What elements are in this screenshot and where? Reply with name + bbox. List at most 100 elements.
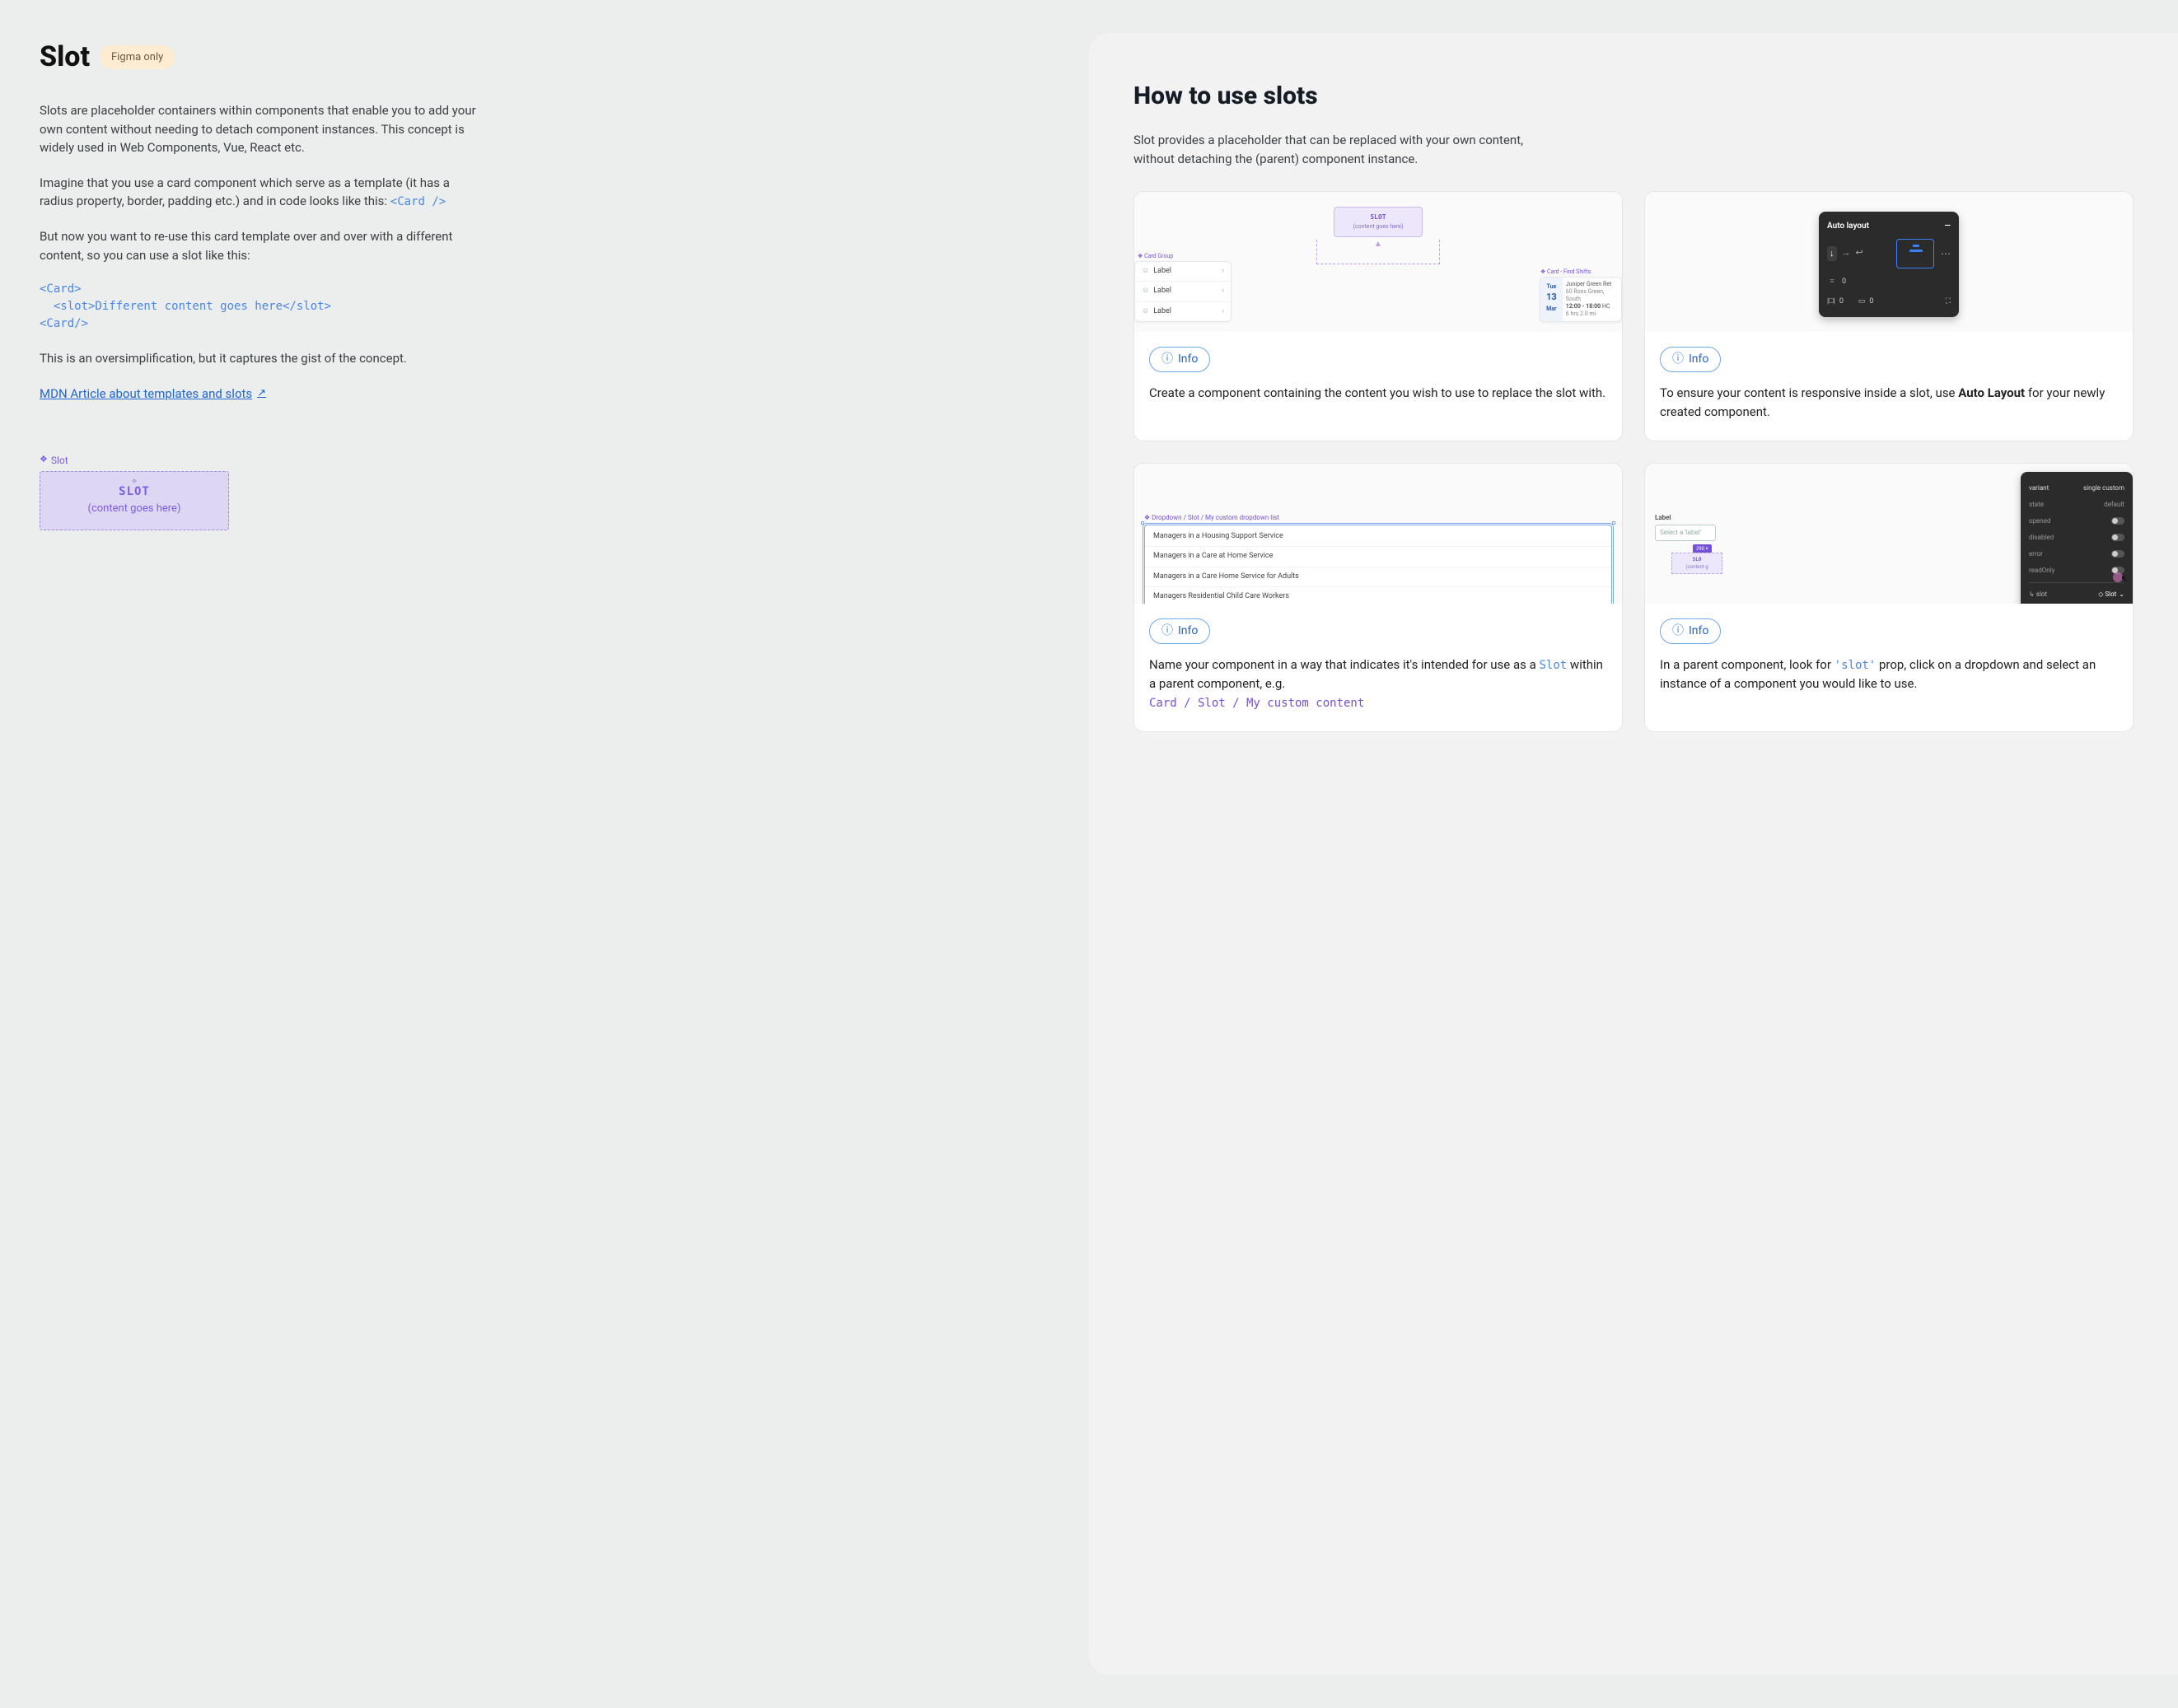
thumb2-padv-value: 0 bbox=[1869, 296, 1873, 308]
info-pill: Info bbox=[1660, 618, 1721, 644]
thumb1-shift-meta: 6 hrs 2.0 mi bbox=[1566, 310, 1618, 318]
expand-icon: ⛶ bbox=[1946, 296, 1951, 308]
step-4-thumb: Label Select a 'label' 290 × SLO (conten… bbox=[1645, 464, 2133, 604]
info-label: Info bbox=[1689, 623, 1708, 640]
thumb1-cardgroup-tag: ❖ Card Group bbox=[1138, 252, 1232, 261]
info-label: Info bbox=[1178, 623, 1198, 640]
thumb1-shift-card: ❖ Card - Find Shifts Tue 13 Mar Juniper … bbox=[1540, 277, 1622, 322]
step-3-code2: Card / Slot / My custom content bbox=[1149, 697, 1364, 710]
toggle-icon bbox=[2111, 550, 2124, 558]
thumb4-slot-val: ◇ Slot bbox=[2098, 590, 2116, 600]
thumb1-row: ☺Label› bbox=[1135, 262, 1231, 282]
info-pill: Info bbox=[1149, 618, 1210, 644]
step-card-1: SLOT (content goes here) ▲ ❖ Card Group … bbox=[1133, 191, 1623, 441]
thumb4-mini-b: (content g bbox=[1675, 563, 1719, 571]
step-card-4: Label Select a 'label' 290 × SLO (conten… bbox=[1644, 463, 2134, 733]
gap-icon: ≡ bbox=[1827, 277, 1837, 288]
info-label: Info bbox=[1689, 351, 1708, 368]
thumb4-variant-panel: variantsingle custom statedefault opened… bbox=[2021, 472, 2133, 604]
intro-paragraph-1: Slots are placeholder containers within … bbox=[40, 101, 484, 157]
inline-code-card: <Card /> bbox=[390, 195, 446, 208]
thumb3-option: Managers in a Housing Support Service bbox=[1145, 527, 1611, 548]
right-lead: Slot provides a placeholder that can be … bbox=[1133, 131, 1529, 168]
step-4-code1: 'slot' bbox=[1834, 659, 1877, 672]
step-4-text: In a parent component, look for 'slot' p… bbox=[1660, 656, 2118, 694]
thumb4-field: Label Select a 'label' bbox=[1655, 513, 1716, 541]
chevron-right-icon: › bbox=[1222, 306, 1224, 318]
thumb1-shift-time: 12:00 - 18:00 bbox=[1566, 303, 1601, 310]
figma-only-badge: Figma only bbox=[100, 45, 175, 70]
chevron-right-icon: › bbox=[1222, 286, 1224, 297]
intro-paragraph-4: This is an oversimplification, but it ca… bbox=[40, 349, 484, 368]
mdn-link-text: MDN Article about templates and slots bbox=[40, 385, 252, 404]
slot-demo-line1: SLOT bbox=[49, 483, 220, 501]
thumb1-shift-addr: 60 Ross Green, South bbox=[1566, 288, 1618, 303]
info-pill: Info bbox=[1149, 347, 1210, 372]
step-2-text: To ensure your content is responsive ins… bbox=[1660, 384, 2118, 422]
step-2-thumb: Auto layout— ↓→↩ ⋯ ≡0 |□|0 ▭0 ⛶ bbox=[1645, 192, 2133, 332]
thumb4-mini-slot: SLO (content g bbox=[1671, 553, 1722, 574]
thumb1-slot-t1: SLOT bbox=[1338, 212, 1419, 222]
padding-h-icon: |□| bbox=[1827, 296, 1835, 308]
thumb4-error-key: error bbox=[2029, 549, 2043, 559]
thumb2-direction-icons: ↓→↩ bbox=[1827, 246, 1863, 262]
thumb1-row: ☺Label› bbox=[1135, 302, 1231, 322]
minus-icon: — bbox=[1944, 220, 1951, 232]
step-3-thumb: ❖ Dropdown / Slot / My custom dropdown l… bbox=[1134, 464, 1622, 604]
intro-paragraph-3: But now you want to re-use this card tem… bbox=[40, 227, 484, 264]
thumb1-row-label: Label bbox=[1153, 287, 1171, 295]
cursor-icon: ↖ bbox=[2121, 573, 2128, 586]
step-1-text: Create a component containing the conten… bbox=[1149, 384, 1607, 403]
more-icon: ⋯ bbox=[1941, 246, 1951, 261]
thumb1-dashlines bbox=[1316, 240, 1440, 264]
code-block-content: <Card> <slot>Different content goes here… bbox=[40, 282, 331, 330]
right-panel: How to use slots Slot provides a placeho… bbox=[1089, 33, 2178, 1675]
thumb3-component-tag: ❖ Dropdown / Slot / My custom dropdown l… bbox=[1144, 513, 1279, 523]
thumb1-shift-num: 13 bbox=[1542, 291, 1561, 305]
chevron-right-icon: › bbox=[1222, 266, 1224, 278]
user-icon: ☺ bbox=[1142, 307, 1149, 315]
user-icon: ☺ bbox=[1142, 267, 1149, 275]
info-label: Info bbox=[1178, 351, 1198, 368]
thumb1-slot-box: SLOT (content goes here) bbox=[1334, 207, 1423, 237]
thumb4-slot-key: ↳ slot bbox=[2029, 590, 2047, 600]
thumb1-shift-date: Tue 13 Mar bbox=[1540, 278, 1563, 321]
thumb1-rowcard: ❖ Card Group ☺Label› ☺Label› ☺Label› bbox=[1134, 252, 1232, 322]
step-2-text-a: To ensure your content is responsive ins… bbox=[1660, 385, 1958, 400]
thumb4-disabled-key: disabled bbox=[2029, 533, 2054, 543]
thumb2-padh-value: 0 bbox=[1839, 296, 1844, 308]
intro-p2-text: Imagine that you use a card component wh… bbox=[40, 175, 450, 209]
thumb1-shift-details: Juniper Green Ret 60 Ross Green, South 1… bbox=[1563, 278, 1621, 321]
thumb4-opened-key: opened bbox=[2029, 516, 2050, 526]
thumb2-title: Auto layout bbox=[1827, 220, 1869, 232]
thumb3-dropdown-list: Managers in a Housing Support Service Ma… bbox=[1144, 525, 1612, 604]
step-3-text-a: Name your component in a way that indica… bbox=[1149, 657, 1539, 672]
code-block: <Card> <slot>Different content goes here… bbox=[40, 281, 1049, 333]
step-card-2: Auto layout— ↓→↩ ⋯ ≡0 |□|0 ▭0 ⛶ bbox=[1644, 191, 2134, 441]
thumb4-field-label: Label bbox=[1655, 513, 1716, 523]
slot-demo-label: Slot bbox=[40, 453, 1049, 468]
step-card-3: ❖ Dropdown / Slot / My custom dropdown l… bbox=[1133, 463, 1623, 733]
slot-demo: Slot SLOT (content goes here) bbox=[40, 453, 1049, 531]
thumb1-shift-day: Tue bbox=[1542, 282, 1561, 292]
thumb1-shift-role: HC bbox=[1602, 303, 1610, 310]
toggle-icon bbox=[2111, 534, 2124, 541]
thumb4-state-key: state bbox=[2029, 500, 2044, 510]
left-column: Slot Figma only Slots are placeholder co… bbox=[0, 0, 1089, 1708]
thumb3-option: Managers in a Care at Home Service bbox=[1145, 547, 1611, 567]
mdn-link[interactable]: MDN Article about templates and slots bbox=[40, 385, 266, 404]
toggle-icon bbox=[2111, 517, 2124, 525]
thumb3-option: Managers in a Care Home Service for Adul… bbox=[1145, 567, 1611, 588]
slot-demo-line2: (content goes here) bbox=[49, 501, 220, 517]
user-icon: ☺ bbox=[1142, 287, 1149, 295]
page-title: Slot bbox=[40, 36, 90, 78]
step-2-bold: Auto Layout bbox=[1958, 385, 2025, 400]
thumb1-shift-mon: Mar bbox=[1542, 305, 1561, 314]
thumb4-mini-a: SLO bbox=[1675, 556, 1719, 563]
thumb2-alignment-box bbox=[1896, 239, 1934, 268]
thumb1-shift-name: Juniper Green Ret bbox=[1566, 281, 1618, 288]
thumb2-autolayout-panel: Auto layout— ↓→↩ ⋯ ≡0 |□|0 ▭0 ⛶ bbox=[1819, 212, 1959, 317]
step-3-text: Name your component in a way that indica… bbox=[1149, 656, 1607, 714]
thumb4-readonly-key: readOnly bbox=[2029, 566, 2054, 576]
cards-grid: SLOT (content goes here) ▲ ❖ Card Group … bbox=[1133, 191, 2134, 732]
